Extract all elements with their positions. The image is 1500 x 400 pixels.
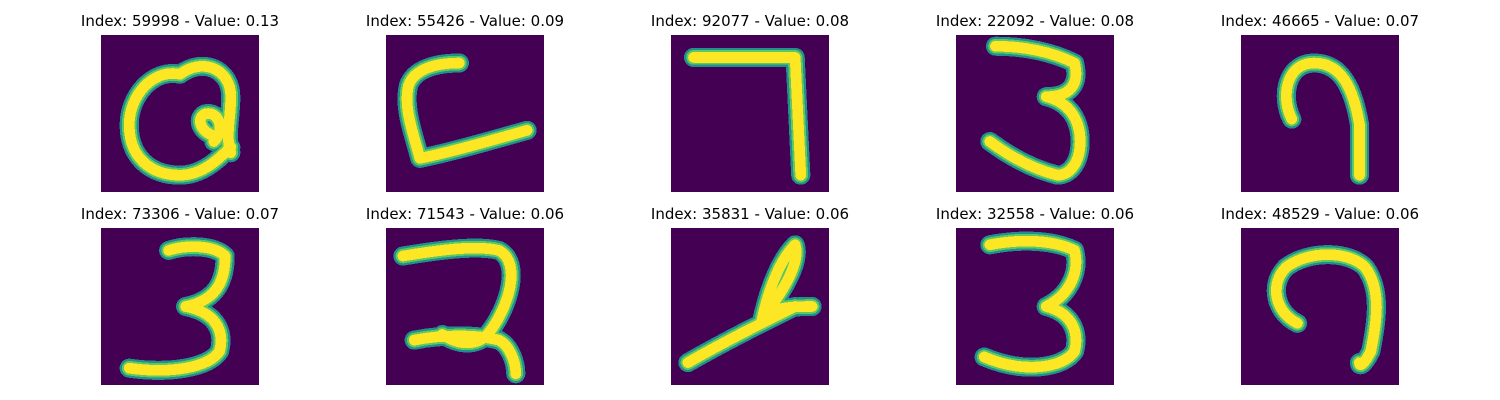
digit-stroke [978, 235, 1082, 373]
digit-image [101, 228, 259, 385]
digit-image [956, 228, 1114, 385]
digit-image [1241, 35, 1399, 192]
digit-stroke [123, 241, 231, 376]
panel-title: Index: 22092 - Value: 0.08 [935, 12, 1135, 30]
digit-stroke [1271, 249, 1382, 371]
digit-image [386, 228, 544, 385]
digit-image [101, 35, 259, 192]
digit-image [386, 35, 544, 192]
panel-title: Index: 59998 - Value: 0.13 [80, 12, 280, 30]
digit-image [1241, 228, 1399, 385]
digit-stroke [123, 61, 237, 181]
panel-title: Index: 32558 - Value: 0.06 [935, 205, 1135, 223]
digit-image [671, 35, 829, 192]
panel-title: Index: 92077 - Value: 0.08 [650, 12, 850, 30]
digit-image [956, 35, 1114, 192]
digit-stroke [401, 57, 533, 164]
panel-title: Index: 71543 - Value: 0.06 [365, 205, 565, 223]
digit-stroke [1280, 57, 1365, 181]
digit-stroke [682, 239, 818, 368]
panel-title: Index: 35831 - Value: 0.06 [650, 205, 850, 223]
panel-title: Index: 73306 - Value: 0.07 [80, 205, 280, 223]
panel-title: Index: 48529 - Value: 0.06 [1220, 205, 1420, 223]
digit-stroke [984, 40, 1086, 181]
digit-image [671, 228, 829, 385]
digit-stroke [688, 52, 807, 181]
panel-title: Index: 55426 - Value: 0.09 [365, 12, 565, 30]
digit-stroke [397, 242, 522, 380]
panel-title: Index: 46665 - Value: 0.07 [1220, 12, 1420, 30]
